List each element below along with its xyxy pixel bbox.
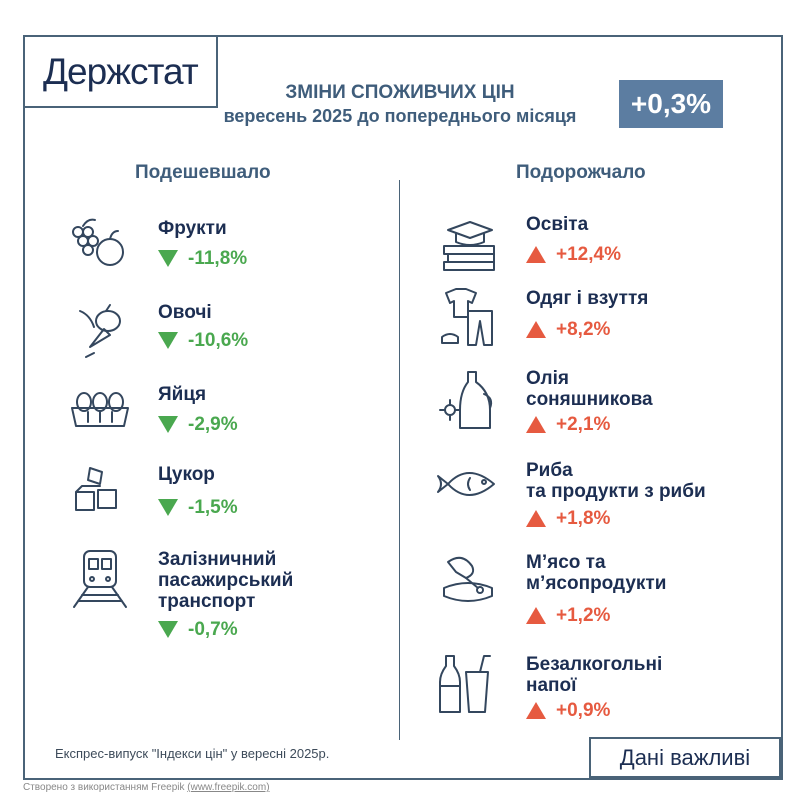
total-change-badge: +0,3% xyxy=(619,80,723,128)
books-graduation-cap-icon xyxy=(443,221,495,271)
logo-text: Держстат xyxy=(43,51,199,92)
fruit-icon xyxy=(72,218,124,266)
cheaper-heading: Подешевшало xyxy=(135,162,271,183)
vegetables-icon xyxy=(79,304,121,358)
meat-icon xyxy=(443,556,493,602)
up-arrow-icon xyxy=(526,607,546,625)
soft-drinks-icon xyxy=(439,655,491,713)
frame xyxy=(23,35,783,780)
up-arrow-icon xyxy=(526,246,546,264)
fish-icon xyxy=(437,472,495,496)
freepik-link[interactable]: (www.freepik.com) xyxy=(187,782,270,793)
down-arrow-icon xyxy=(158,499,178,517)
subtitle: вересень 2025 до попереднього місяця xyxy=(223,106,577,126)
logo: Держстат xyxy=(23,35,218,108)
credit: Створено з використанням Freepik (www.fr… xyxy=(23,782,270,793)
title: ЗМІНИ СПОЖИВЧИХ ЦІН xyxy=(285,82,515,103)
down-arrow-icon xyxy=(158,621,178,639)
up-arrow-icon xyxy=(526,510,546,528)
clothes-icon xyxy=(441,288,493,346)
up-arrow-icon xyxy=(526,321,546,339)
down-arrow-icon xyxy=(158,250,178,268)
down-arrow-icon xyxy=(158,416,178,434)
eggs-icon xyxy=(71,392,129,427)
source-note: Експрес-випуск "Індекси цін" у вересні 2… xyxy=(55,746,330,761)
up-arrow-icon xyxy=(526,416,546,434)
tagline-box: Дані важливі xyxy=(589,737,781,778)
oil-bottle-icon xyxy=(439,371,493,429)
train-icon xyxy=(73,550,127,608)
sugar-cubes-icon xyxy=(75,467,117,511)
down-arrow-icon xyxy=(158,332,178,350)
up-arrow-icon xyxy=(526,702,546,720)
divider xyxy=(399,180,400,740)
pricier-heading: Подорожчало xyxy=(516,162,646,183)
